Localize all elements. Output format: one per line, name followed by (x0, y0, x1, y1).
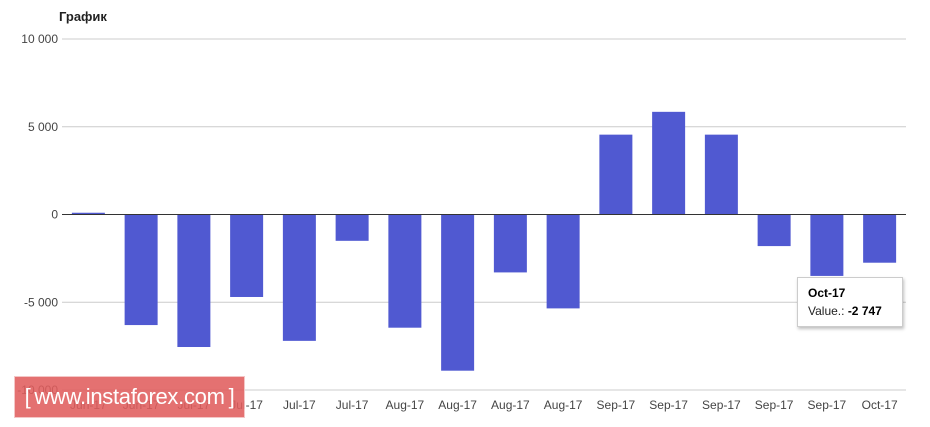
bar[interactable] (335, 214, 369, 241)
x-tick-label: Aug-17 (438, 398, 477, 412)
bar[interactable] (177, 214, 211, 348)
bar[interactable] (230, 214, 264, 297)
x-tick-label: Sep-17 (808, 398, 847, 412)
tooltip-value-label: Value.: (808, 304, 845, 318)
bar[interactable] (71, 212, 105, 215)
bars (71, 111, 897, 371)
x-tick-label: Sep-17 (649, 398, 688, 412)
bar[interactable] (441, 214, 475, 371)
bar[interactable] (282, 214, 316, 341)
bar[interactable] (757, 214, 791, 247)
chart-title: График (59, 9, 107, 24)
bar[interactable] (599, 134, 633, 215)
x-tick-label: Aug-17 (386, 398, 425, 412)
watermark-open-bracket: [ (24, 384, 31, 409)
bar[interactable] (493, 214, 527, 273)
x-tick-label: Jul-17 (283, 398, 316, 412)
watermark-close-bracket: ] (228, 384, 235, 409)
value-tooltip: Oct-17 Value.: -2 747 (797, 277, 903, 327)
tooltip-category: Oct-17 (808, 286, 846, 300)
x-tick-label: Aug-17 (544, 398, 583, 412)
x-tick-label: Aug-17 (491, 398, 530, 412)
bar[interactable] (704, 134, 738, 215)
bar[interactable] (546, 214, 580, 309)
bar[interactable] (810, 214, 844, 276)
watermark-banner: [ www.instaforex.com ] (14, 376, 245, 418)
x-tick-label: Sep-17 (597, 398, 636, 412)
bar[interactable] (652, 111, 686, 215)
tooltip-value: -2 747 (847, 304, 882, 318)
bar[interactable] (124, 214, 158, 326)
y-tick-label: 0 (51, 208, 58, 222)
y-tick-label: -5 000 (24, 295, 58, 309)
x-tick-label: Oct-17 (862, 398, 898, 412)
x-tick-label: Sep-17 (755, 398, 794, 412)
y-tick-label: 10 000 (21, 32, 58, 46)
watermark-text: www.instaforex.com (34, 384, 225, 409)
x-tick-label: Sep-17 (702, 398, 741, 412)
y-tick-label: 5 000 (28, 120, 58, 134)
bar[interactable] (863, 214, 897, 263)
bar[interactable] (388, 214, 422, 328)
x-tick-label: Jul-17 (336, 398, 369, 412)
